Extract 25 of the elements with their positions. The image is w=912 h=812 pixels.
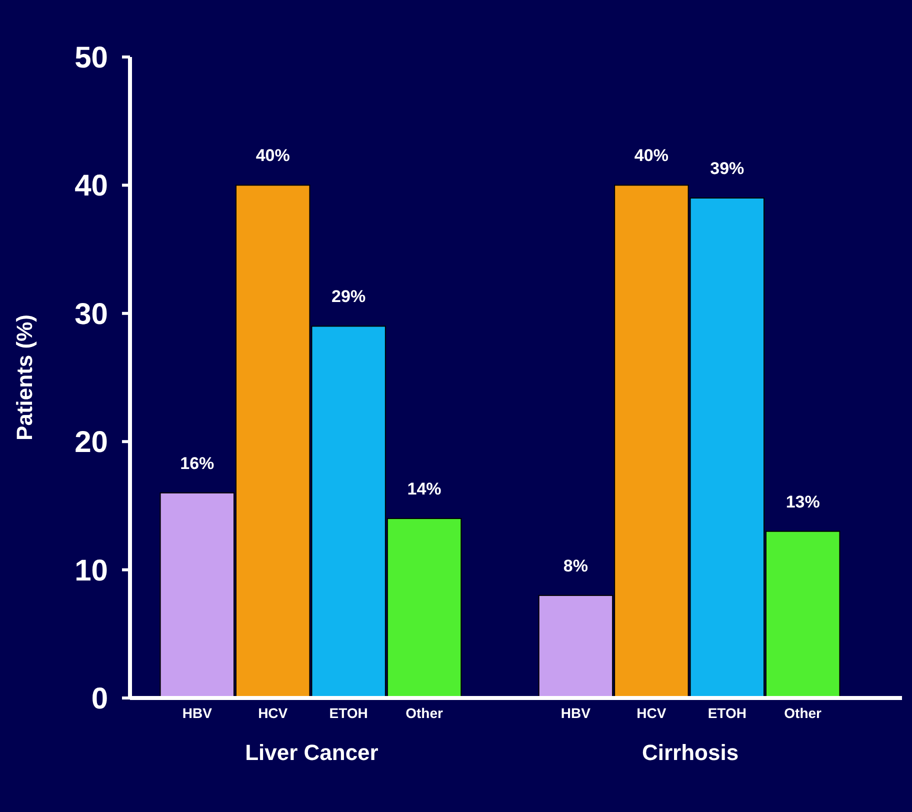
text: Other [784,705,822,721]
x-tick-label: Cirrhosis [642,740,739,765]
data-label: 8% [563,556,588,576]
series-label: HCV [258,705,288,721]
y-tick-label: 30 [74,298,108,331]
data-label: 14% [407,480,442,499]
data-label: 40% [256,146,290,166]
data-label: 13% [786,492,820,512]
text: HCV [636,705,666,721]
y-tick-label: 40 [74,170,108,203]
series-label: HBV [182,705,213,721]
text: ETOH [708,705,746,721]
x-tick-label: Liver Cancer [245,740,379,765]
data-label: 40% [634,146,668,166]
data-label: 29% [332,287,366,306]
data-label: 16% [180,454,214,473]
y-axis-title: Patients (%) [12,314,37,440]
text: HBV [560,705,590,721]
series-label: Other [406,705,444,721]
y-tick-label: 0 [91,682,108,716]
y-tick-label: 20 [74,426,108,460]
y-tick-label: 10 [74,554,108,588]
data-label: 39% [710,159,744,178]
y-tick-label: 50 [74,42,108,74]
series-label: ETOH [329,705,368,721]
